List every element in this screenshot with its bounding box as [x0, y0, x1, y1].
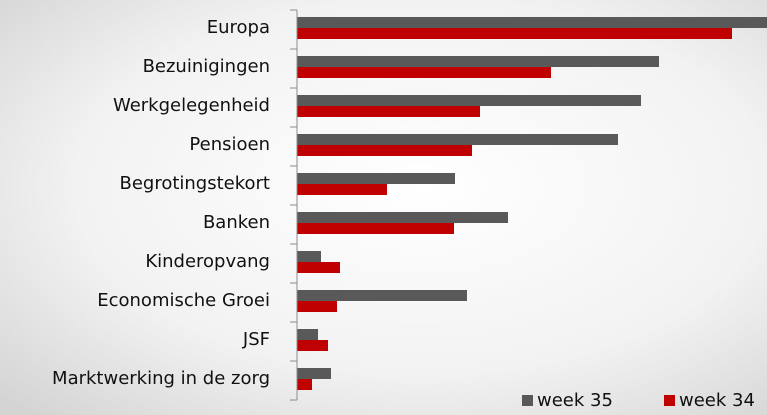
bar [297, 368, 331, 379]
category-label: Europa [207, 17, 270, 38]
bar [297, 340, 328, 351]
bar [297, 134, 618, 145]
legend-swatch [522, 395, 533, 406]
bar [297, 173, 455, 184]
bar [297, 184, 387, 195]
bar [297, 301, 337, 312]
bar [297, 28, 732, 39]
legend-label: week 34 [679, 390, 755, 411]
bar [297, 212, 508, 223]
bar [297, 67, 551, 78]
bar [297, 290, 467, 301]
category-label: Economische Groei [97, 290, 270, 311]
bar [297, 95, 641, 106]
legend-label: week 35 [537, 390, 613, 411]
bar [297, 329, 318, 340]
category-label: Werkgelegenheid [113, 95, 270, 116]
bar [297, 251, 321, 262]
category-label: Banken [203, 212, 270, 233]
bar [297, 56, 659, 67]
legend-swatch [664, 395, 675, 406]
bar [297, 145, 472, 156]
bar [297, 379, 312, 390]
category-label: Kinderopvang [145, 251, 270, 272]
bar [297, 17, 767, 28]
bar [297, 106, 480, 117]
category-label: JSF [242, 329, 270, 350]
bar [297, 262, 340, 273]
bar [297, 223, 454, 234]
category-label: Marktwerking in de zorg [52, 368, 270, 389]
category-label: Begrotingstekort [119, 173, 270, 194]
category-label: Pensioen [189, 134, 270, 155]
category-label: Bezuinigingen [143, 56, 270, 77]
